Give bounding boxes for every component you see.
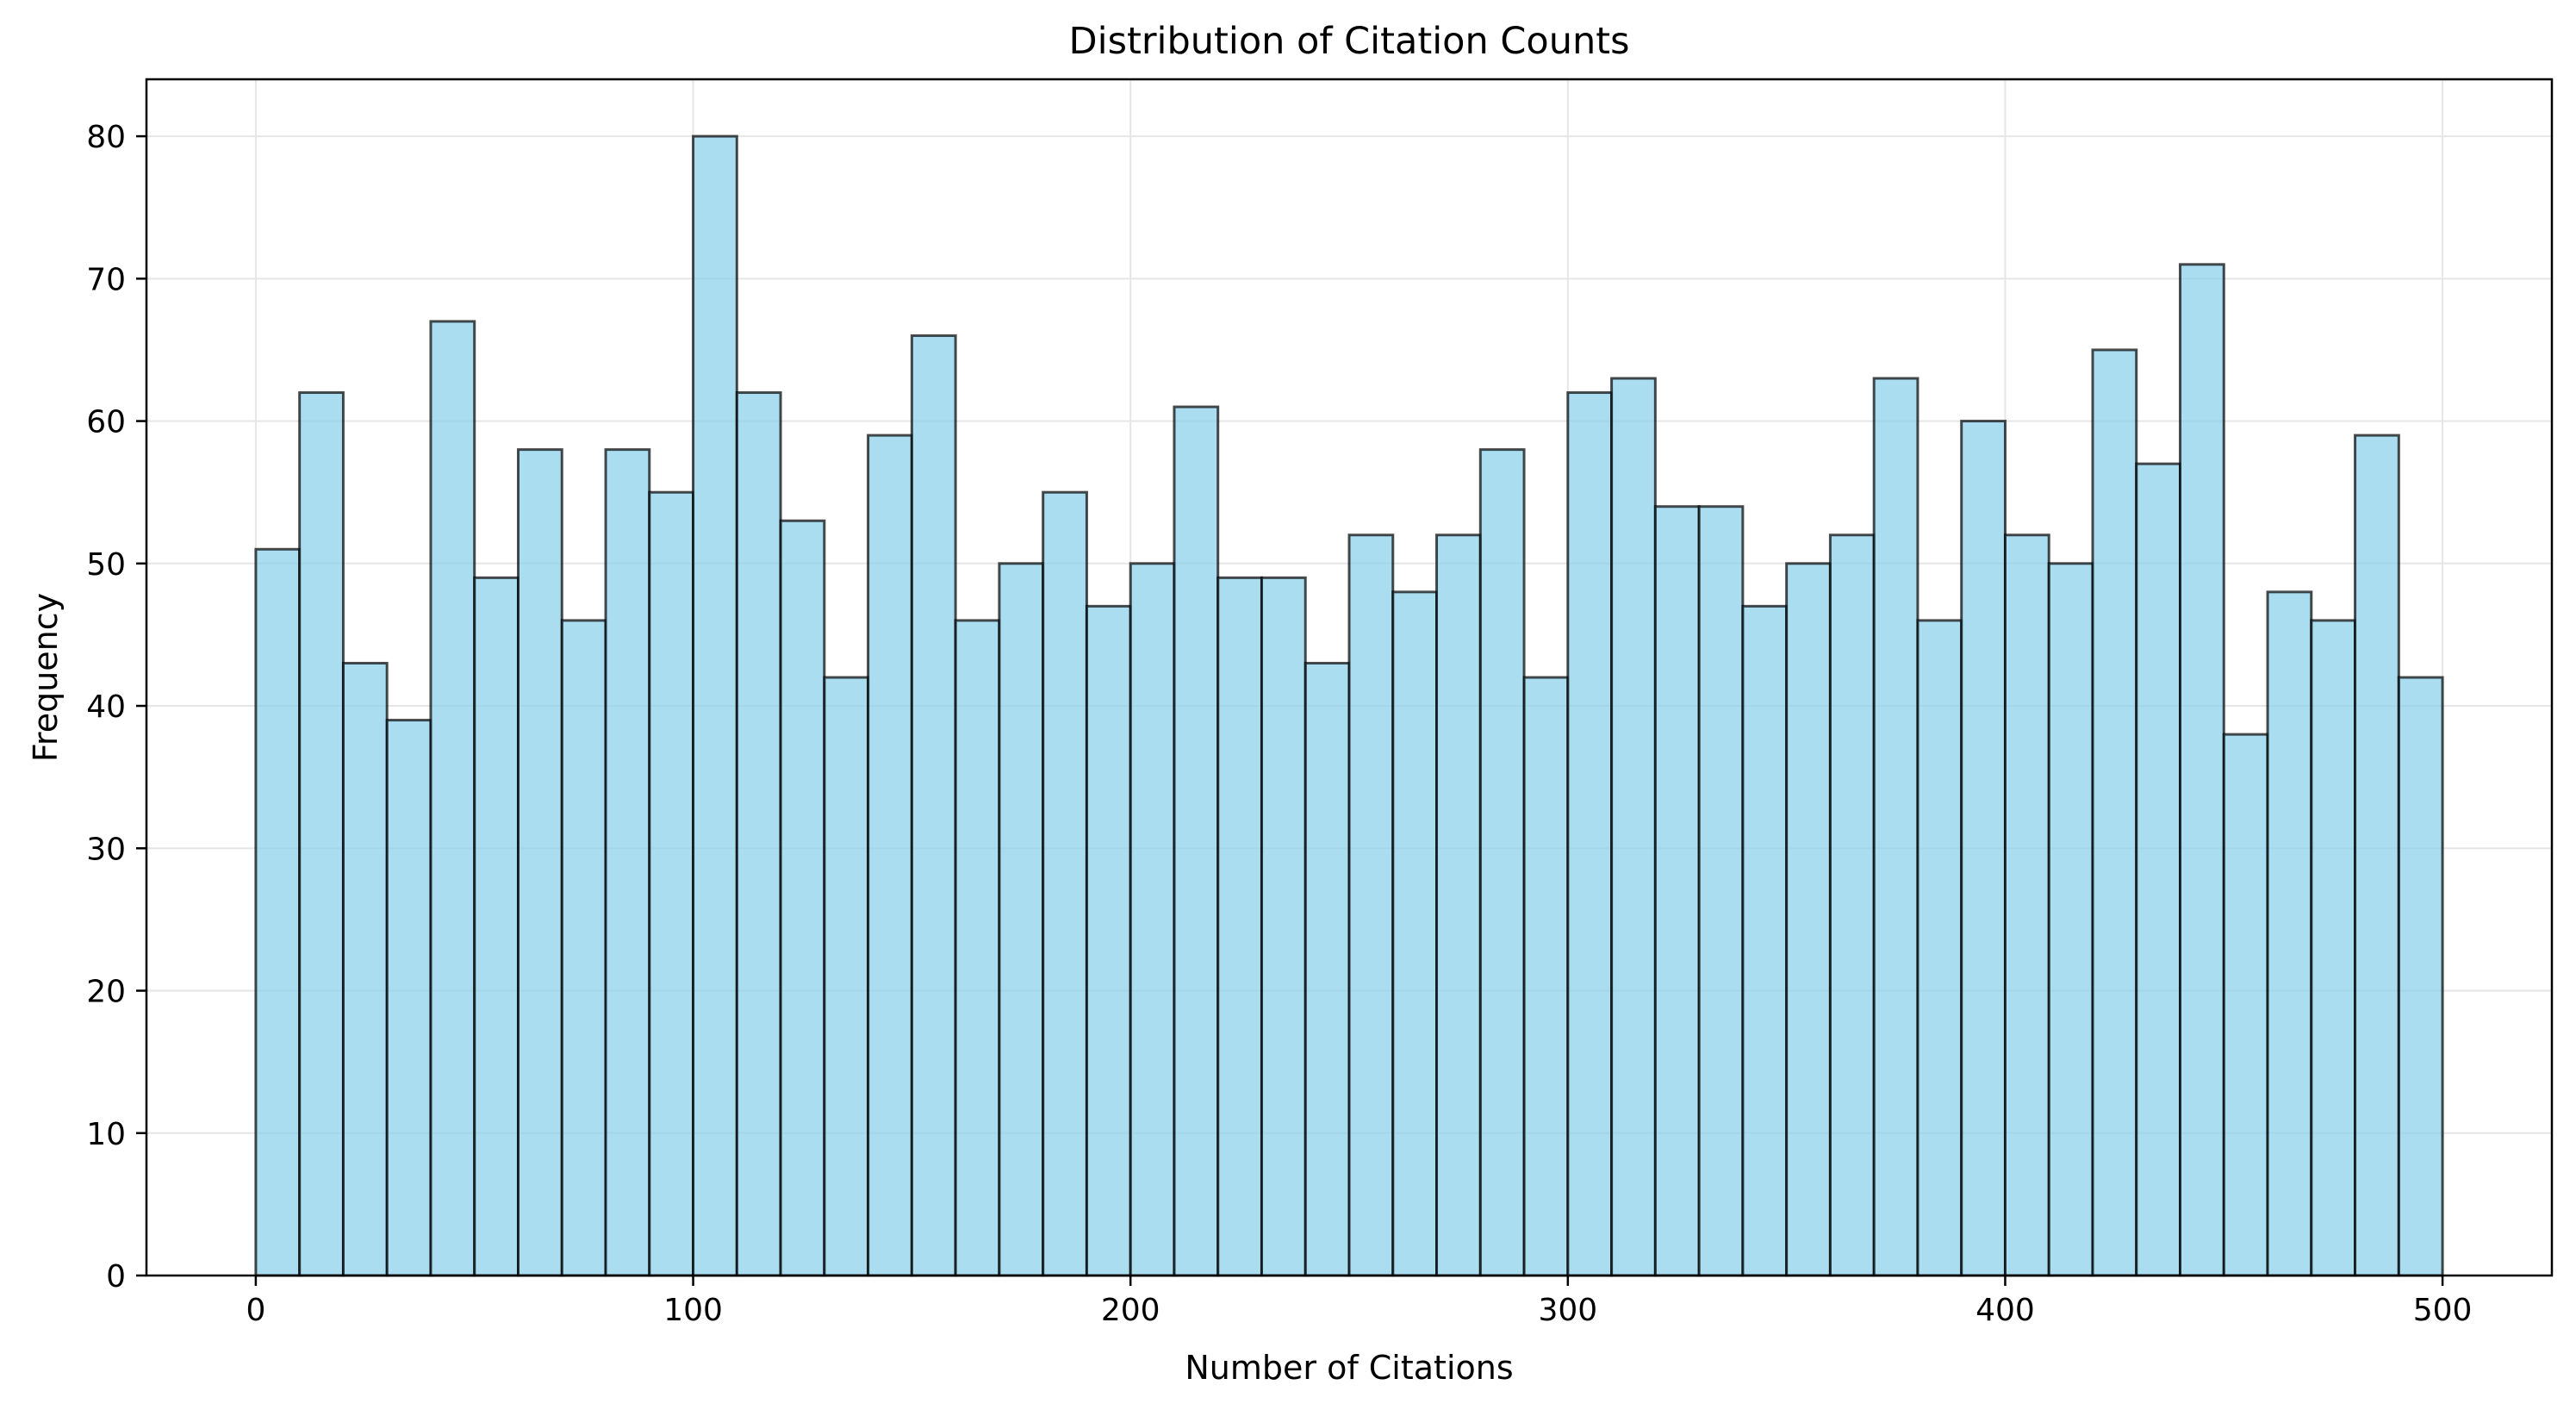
histogram-bar <box>2135 462 2182 1277</box>
histogram-bar <box>1435 533 1482 1277</box>
histogram-bar <box>1391 590 1439 1277</box>
histogram-bar <box>429 320 476 1277</box>
histogram-bar <box>2047 562 2094 1277</box>
histogram-bar <box>954 619 1001 1277</box>
y-tick-label: 40 <box>86 689 126 725</box>
histogram-bar <box>341 661 389 1277</box>
y-axis-label: Frequency <box>27 593 65 762</box>
ticks-layer: 0 100 200 300 400 500 0 10 20 30 40 50 60 70 80 <box>86 120 2472 1328</box>
histogram-bar <box>648 490 695 1277</box>
histogram-bar <box>867 434 913 1277</box>
histogram-bar <box>1566 391 1614 1277</box>
histogram-bar <box>1347 533 1395 1277</box>
x-tick-label: 300 <box>1538 1293 1597 1328</box>
y-tick-label: 10 <box>86 1117 126 1152</box>
histogram-bar <box>998 562 1045 1277</box>
histogram-bar <box>1872 377 1920 1277</box>
histogram-bar <box>1304 661 1351 1277</box>
y-tick-label: 0 <box>106 1259 126 1294</box>
histogram-bar <box>2266 590 2313 1277</box>
chart-title: Distribution of Citation Counts <box>1069 20 1630 63</box>
histogram-bar <box>1916 619 1963 1277</box>
histogram-bar <box>2397 676 2444 1277</box>
x-tick-label: 400 <box>1976 1293 2035 1328</box>
histogram-bar <box>1697 505 1745 1277</box>
histogram-bar <box>1960 420 2007 1277</box>
histogram-bar <box>473 576 520 1277</box>
bars-layer <box>254 134 2444 1277</box>
histogram-bar <box>560 619 607 1277</box>
histogram-bar <box>1610 377 1657 1277</box>
histogram-bar <box>2354 434 2400 1277</box>
histogram-bar <box>2222 733 2269 1277</box>
histogram-bar <box>823 676 870 1277</box>
y-tick-label: 70 <box>86 262 126 297</box>
histogram-bar <box>604 448 651 1277</box>
x-tick-label: 0 <box>246 1293 265 1328</box>
histogram-bar <box>735 391 782 1277</box>
y-tick-label: 30 <box>86 832 126 867</box>
histogram-bar <box>910 334 957 1277</box>
y-tick-label: 60 <box>86 405 126 440</box>
histogram-bar <box>1216 576 1263 1277</box>
histogram-bar <box>1129 562 1176 1277</box>
plot-frame <box>145 78 2554 1277</box>
x-axis-label: Number of Citations <box>1185 1349 1513 1387</box>
histogram-bar <box>1785 562 1832 1277</box>
histogram-bar <box>779 519 826 1277</box>
histogram-bar <box>1173 405 1220 1277</box>
x-tick-label: 500 <box>2413 1293 2473 1328</box>
histogram-bar <box>516 448 563 1277</box>
histogram-bar <box>2310 619 2357 1277</box>
y-tick-label: 80 <box>86 120 126 155</box>
histogram-bar <box>254 547 302 1277</box>
histogram-bar <box>1260 576 1307 1277</box>
histogram-bar <box>2091 348 2138 1277</box>
x-tick-label: 100 <box>663 1293 723 1328</box>
histogram-bar <box>692 134 738 1277</box>
x-tick-label: 200 <box>1101 1293 1160 1328</box>
histogram-bar <box>1828 533 1876 1277</box>
y-tick-label: 50 <box>86 547 126 583</box>
histogram-bar <box>1042 490 1088 1277</box>
histogram-bar <box>1085 604 1132 1277</box>
histogram-bar <box>2179 263 2225 1277</box>
histogram-bar <box>1478 448 1526 1277</box>
histogram-bar <box>385 719 432 1277</box>
histogram-bar <box>1653 505 1701 1277</box>
histogram-bar <box>1522 676 1570 1277</box>
histogram-bar <box>1741 604 1789 1277</box>
y-tick-label: 20 <box>86 975 126 1010</box>
histogram-bar <box>298 391 345 1277</box>
histogram-bar <box>2003 533 2050 1277</box>
